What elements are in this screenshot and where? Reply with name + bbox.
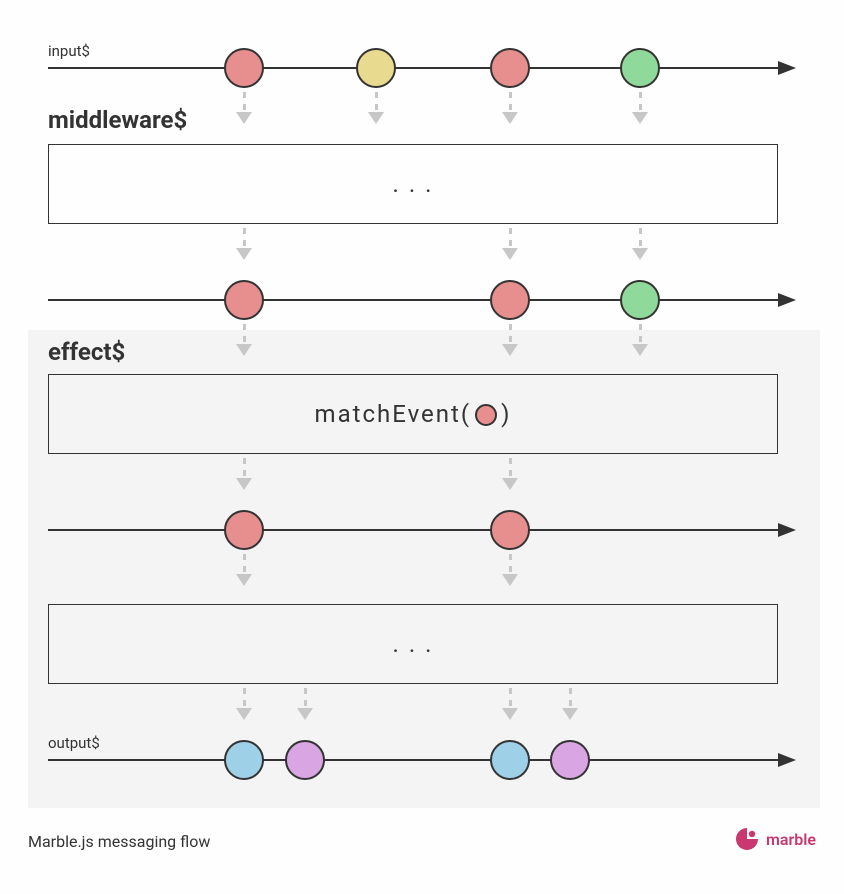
effect-operator-box: . . . [48,604,778,684]
flow-arrow-head [236,344,252,356]
flow-arrow [509,324,512,342]
flow-arrow-head [236,248,252,260]
flow-arrow-head [502,112,518,124]
input-marble-2 [490,48,530,88]
effect-section-label: effect$ [48,338,125,366]
input-marble-0 [224,48,264,88]
after-middleware-timeline-arrowhead [778,293,796,307]
output-marble-1 [285,740,325,780]
ellipsis-text: . . . [393,630,434,658]
input-marble-3 [620,48,660,88]
flow-arrow [243,554,246,572]
flow-arrow-head [236,574,252,586]
flow-arrow [375,92,378,110]
flow-arrow-head [562,708,578,720]
match-event-operator-box: matchEvent() [48,374,778,454]
flow-arrow [243,458,246,476]
diagram-caption: Marble.js messaging flow [28,832,210,851]
flow-arrow-head [236,112,252,124]
match-event-text: matchEvent() [315,400,512,428]
middleware-section-label: middleware$ [48,106,187,134]
flow-arrow [243,324,246,342]
output-stream-label: output$ [48,734,100,752]
input-timeline [48,67,778,69]
marble-logo-text: marble [766,830,816,849]
input-marble-1 [356,48,396,88]
flow-arrow-head [236,708,252,720]
after-match-marble-0 [224,510,264,550]
flow-arrow [509,688,512,706]
output-timeline [48,759,778,761]
flow-arrow-head [502,248,518,260]
after-middleware-marble-1 [490,280,530,320]
match-event-post: ) [501,400,511,428]
marble-logo: marble [734,826,816,852]
flow-arrow-head [502,574,518,586]
flow-arrow [243,92,246,110]
flow-arrow [639,228,642,246]
output-marble-0 [224,740,264,780]
flow-arrow-head [502,344,518,356]
flow-arrow [509,92,512,110]
after-match-timeline [48,529,778,531]
input-stream-label: input$ [48,42,90,60]
output-marble-2 [490,740,530,780]
after-middleware-marble-2 [620,280,660,320]
flow-arrow [569,688,572,706]
middleware-operator-box: . . . [48,144,778,224]
flow-arrow-head [368,112,384,124]
after-middleware-marble-0 [224,280,264,320]
flow-arrow [639,92,642,110]
flow-arrow-head [632,112,648,124]
flow-arrow [509,228,512,246]
flow-arrow-head [297,708,313,720]
flow-arrow-head [502,708,518,720]
marble-logo-icon [734,826,760,852]
input-timeline-arrowhead [778,61,796,75]
flow-arrow [304,688,307,706]
flow-arrow [509,458,512,476]
match-event-pre: matchEvent( [315,400,472,428]
flow-arrow-head [236,478,252,490]
flow-arrow-head [632,248,648,260]
flow-arrow [243,228,246,246]
flow-arrow [509,554,512,572]
ellipsis-text: . . . [393,170,434,198]
flow-arrow [243,688,246,706]
flow-arrow [639,324,642,342]
after-match-marble-1 [490,510,530,550]
output-timeline-arrowhead [778,753,796,767]
after-middleware-timeline [48,299,778,301]
flow-arrow-head [632,344,648,356]
after-match-timeline-arrowhead [778,523,796,537]
match-event-marble-icon [475,404,497,426]
flow-arrow-head [502,478,518,490]
output-marble-3 [550,740,590,780]
